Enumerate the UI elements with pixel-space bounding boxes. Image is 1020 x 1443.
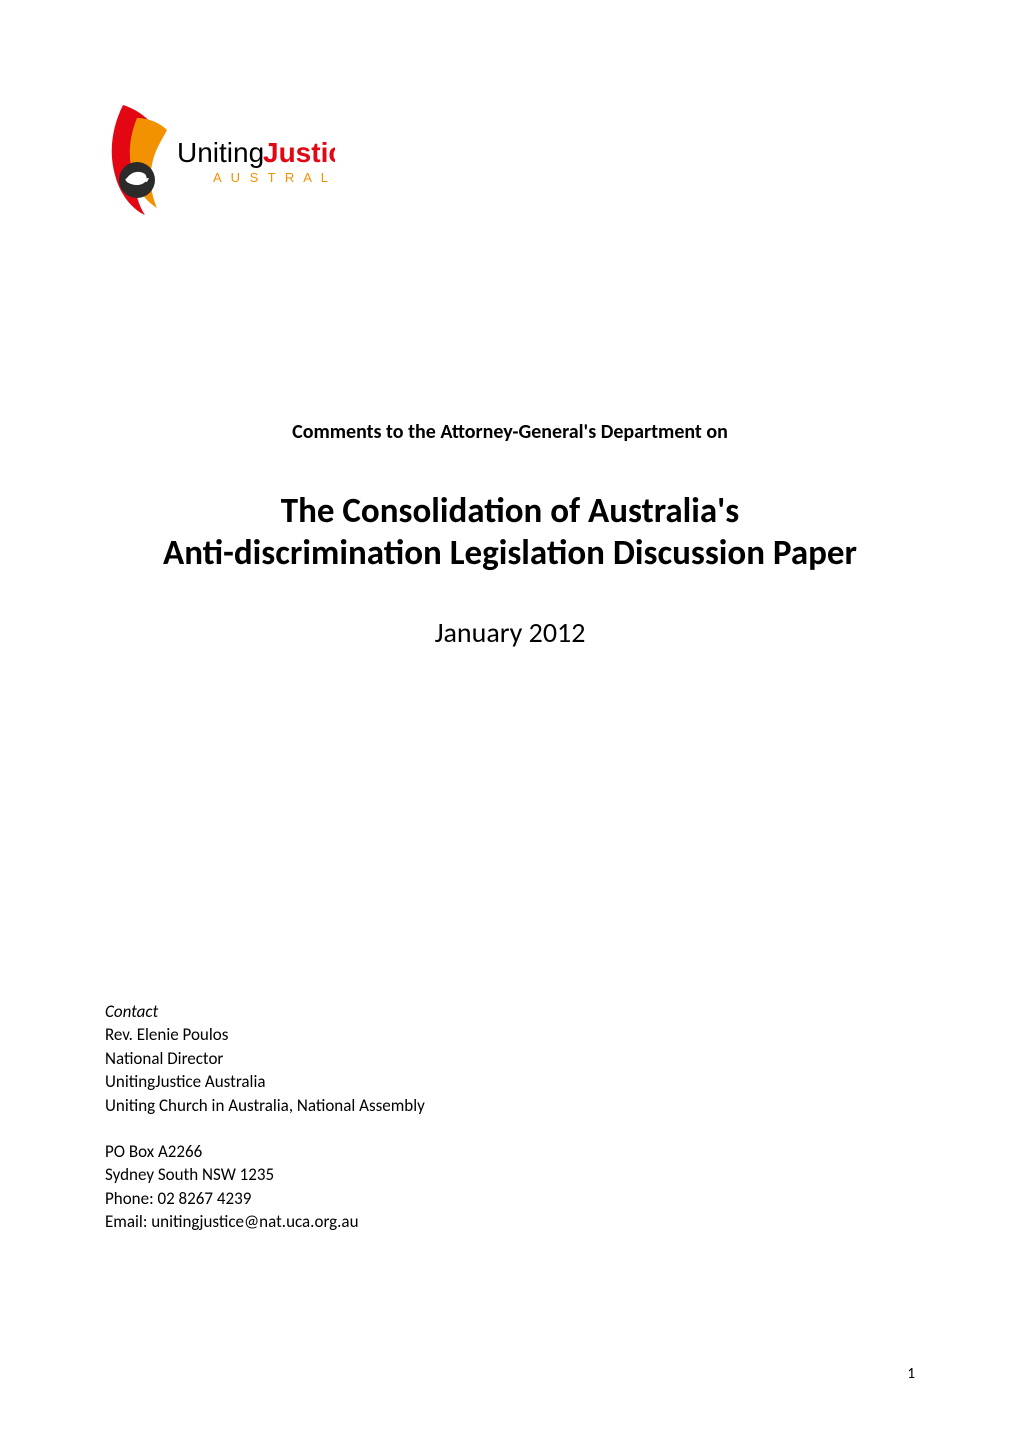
contact-role: National Director — [105, 1047, 425, 1070]
logo-text-justice: Justice — [263, 137, 335, 168]
address-po-box: PO Box A2266 — [105, 1140, 359, 1163]
address-email: Email: unitingjustice@nat.uca.org.au — [105, 1210, 359, 1233]
contact-org-1: UnitingJustice Australia — [105, 1070, 425, 1093]
document-page: Uniting Justice A U S T R A L I A Commen… — [0, 0, 1020, 1443]
contact-name: Rev. Elenie Poulos — [105, 1023, 425, 1046]
address-city: Sydney South NSW 1235 — [105, 1163, 359, 1186]
title-line-1: The Consolidation of Australia's — [0, 490, 1020, 532]
contact-label: Contact — [105, 1000, 425, 1023]
contact-org-2: Uniting Church in Australia, National As… — [105, 1094, 425, 1117]
address-block: PO Box A2266 Sydney South NSW 1235 Phone… — [105, 1140, 359, 1234]
logo-text-australia: A U S T R A L I A — [213, 170, 335, 185]
logo: Uniting Justice A U S T R A L I A — [105, 100, 335, 235]
page-number: 1 — [907, 1365, 915, 1383]
document-date: January 2012 — [0, 615, 1020, 650]
contact-block: Contact Rev. Elenie Poulos National Dire… — [105, 1000, 425, 1117]
uniting-justice-logo-svg: Uniting Justice A U S T R A L I A — [105, 100, 335, 230]
address-phone: Phone: 02 8267 4239 — [105, 1187, 359, 1210]
pre-title: Comments to the Attorney-General's Depar… — [0, 420, 1020, 444]
title-line-2: Anti-discrimination Legislation Discussi… — [0, 532, 1020, 574]
logo-text-uniting: Uniting — [177, 137, 264, 168]
